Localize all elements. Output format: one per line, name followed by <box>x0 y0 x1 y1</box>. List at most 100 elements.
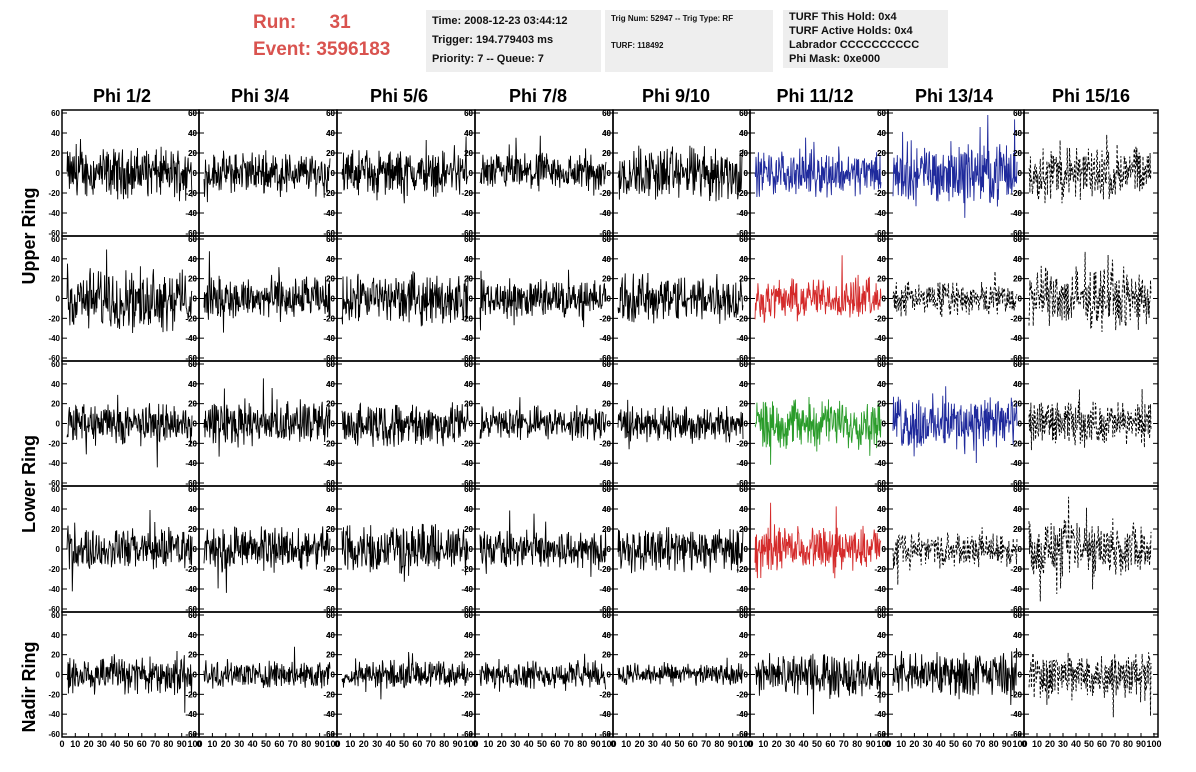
x-tick-label: 0 <box>472 739 477 749</box>
x-tick-label: 90 <box>591 739 601 749</box>
x-tick-label: 0 <box>747 739 752 749</box>
y-tick-label-right: -60 <box>736 229 748 238</box>
y-tick-label-right: 60 <box>1013 485 1022 494</box>
y-tick-label: 20 <box>1013 525 1022 534</box>
y-tick-label: 60 <box>1013 611 1022 620</box>
y-tick-label: -60 <box>599 730 611 739</box>
panel-r2-c2: 60 40 20 0 -20 -40 -60 60 40 20 0 -20 -40 -60 <box>323 360 476 488</box>
x-tick-label: 100 <box>601 739 616 749</box>
panel-r2-c0: 60 40 20 0 -20 -40 -60 60 40 20 0 -20 -40 -60 <box>48 360 200 488</box>
y-tick-label-right: 60 <box>602 235 611 244</box>
y-tick-label: -20 <box>185 314 197 323</box>
x-tick-label: 30 <box>785 739 795 749</box>
x-tick-label: 10 <box>758 739 768 749</box>
y-tick-label: 60 <box>602 235 611 244</box>
y-tick-label-right: -40 <box>461 710 473 719</box>
y-tick-label-right: -40 <box>736 585 748 594</box>
waveform-trace <box>754 653 882 715</box>
y-tick-label-right: 60 <box>1013 360 1022 369</box>
y-tick-label: 40 <box>464 255 473 264</box>
y-tick-label-right: -40 <box>874 209 886 218</box>
y-tick-label: 0 <box>882 169 887 178</box>
y-tick-label: 40 <box>877 380 886 389</box>
turf-text: TURF: 118492 <box>611 41 664 50</box>
y-tick-label-right: -40 <box>1010 710 1022 719</box>
y-tick-label-right: 60 <box>602 109 611 118</box>
y-tick-label-right: -20 <box>874 314 886 323</box>
y-tick-label: 60 <box>188 611 197 620</box>
waveform-trace <box>66 509 193 592</box>
y-tick-label-right: -20 <box>736 565 748 574</box>
y-tick-label-right: 20 <box>602 651 611 660</box>
y-tick-label: -20 <box>874 189 886 198</box>
y-tick-label-right: -20 <box>736 439 748 448</box>
column-label-phi-15-16: Phi 15/16 <box>1051 86 1131 106</box>
y-tick-label: -60 <box>185 479 197 488</box>
waveform-trace <box>341 651 469 700</box>
x-tick-label: 0 <box>1021 739 1026 749</box>
y-tick-label-right: -20 <box>599 439 611 448</box>
y-tick-label-right: 20 <box>464 525 473 534</box>
waveform-trace <box>479 397 607 441</box>
panel-r2-c1: 60 40 20 0 -20 -40 -60 60 40 20 0 -20 -40 -60 <box>185 360 338 488</box>
y-tick-label-right: 20 <box>739 525 748 534</box>
y-tick-label: -20 <box>48 565 60 574</box>
y-tick-label-right: 20 <box>739 275 748 284</box>
x-tick-label: 40 <box>110 739 120 749</box>
y-tick-label-right: -20 <box>736 690 748 699</box>
y-tick-label: 0 <box>193 671 198 680</box>
x-tick-label: 0 <box>59 739 64 749</box>
y-tick-label-right: 0 <box>331 545 336 554</box>
column-label-phi-13-14: Phi 13/14 <box>914 86 994 106</box>
y-tick-label: -40 <box>874 209 886 218</box>
y-tick-label-right: -60 <box>185 229 197 238</box>
y-tick-label-right: 40 <box>326 129 335 138</box>
y-tick-label-right: 60 <box>326 235 335 244</box>
y-tick-label-right: 60 <box>1013 235 1022 244</box>
y-tick-label-right: -20 <box>736 189 748 198</box>
y-tick-label: -20 <box>323 439 335 448</box>
y-tick-label-right: 0 <box>469 169 474 178</box>
waveform-trace <box>203 646 331 689</box>
y-tick-label: 60 <box>877 611 886 620</box>
x-tick-label: 80 <box>163 739 173 749</box>
panel-r0-c3: 60 40 20 0 -20 -40 -60 60 40 20 0 -20 -40 -60 <box>461 109 614 238</box>
y-tick-label: 60 <box>326 360 335 369</box>
y-tick-label: 0 <box>193 169 198 178</box>
y-tick-label-right: -40 <box>736 710 748 719</box>
y-tick-label: -60 <box>736 605 748 614</box>
trigger-text: Trigger: 194.779403 ms <box>432 34 554 46</box>
panel-r0-c2: 60 40 20 0 -20 -40 -60 60 40 20 0 -20 -40 -60 <box>323 109 476 238</box>
y-tick-label: 20 <box>326 400 335 409</box>
y-tick-label: 0 <box>744 545 749 554</box>
y-tick-label: -60 <box>874 229 886 238</box>
y-tick-label: -60 <box>599 354 611 363</box>
waveform-trace <box>1028 134 1152 204</box>
y-tick-label: 20 <box>51 149 60 158</box>
y-tick-label: -40 <box>323 710 335 719</box>
y-tick-label-right: 20 <box>326 400 335 409</box>
panel-r1-c0: 60 40 20 0 -20 -40 -60 60 40 20 0 -20 -40 -60 <box>48 235 200 363</box>
column-label-phi-1-2: Phi 1/2 <box>92 86 152 106</box>
y-tick-label: -40 <box>185 334 197 343</box>
y-tick-label-right: 60 <box>877 235 886 244</box>
y-tick-label-right: -20 <box>736 314 748 323</box>
y-tick-label: 40 <box>51 255 60 264</box>
y-tick-label-right: 40 <box>602 129 611 138</box>
y-tick-label: -20 <box>874 565 886 574</box>
waveform-trace <box>479 653 606 692</box>
y-tick-label-right: -20 <box>185 314 197 323</box>
y-tick-label: 40 <box>739 255 748 264</box>
y-tick-label: 60 <box>739 611 748 620</box>
y-tick-label: 40 <box>326 129 335 138</box>
y-tick-label-right: -60 <box>185 605 197 614</box>
y-tick-label: -40 <box>48 710 60 719</box>
y-tick-label-right: 0 <box>469 295 474 304</box>
y-tick-label-right: 40 <box>1013 505 1022 514</box>
y-tick-label: -60 <box>1010 354 1022 363</box>
x-tick-label: 80 <box>1123 739 1133 749</box>
panel-r0-c7: 60 40 20 0 -20 -40 -60 <box>1010 109 1159 238</box>
y-tick-label-right: -60 <box>599 229 611 238</box>
